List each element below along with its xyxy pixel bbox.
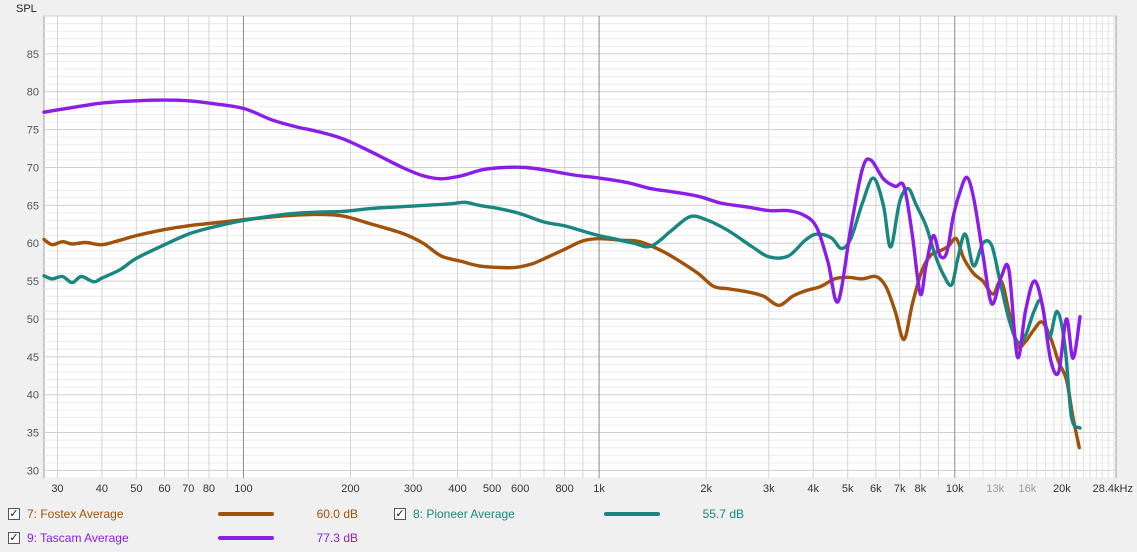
legend-average-value: 55.7 dB [702, 507, 744, 521]
x-tick-label: 500 [483, 483, 501, 495]
y-tick-label: 40 [27, 390, 39, 402]
series-line-2 [42, 176, 1082, 430]
x-tick-label: 2k [700, 483, 712, 495]
x-tick-label: 800 [555, 483, 573, 495]
x-tick-label: 40 [96, 483, 108, 495]
legend-checkbox[interactable]: ✓ [8, 507, 20, 520]
legend-series-name: 8: Pioneer Average [413, 507, 515, 521]
x-tick-label: 4k [807, 483, 819, 495]
x-tick-label: 80 [203, 483, 215, 495]
legend-line-swatch [218, 512, 274, 516]
legend-series-name: 9: Tascam Average [27, 531, 129, 545]
x-tick-label: 7k [894, 483, 906, 495]
y-axis-label: SPL [16, 3, 37, 15]
legend-line-swatch [218, 536, 274, 540]
x-tick-label: 20k [1053, 483, 1071, 495]
legend-checkbox[interactable]: ✓ [394, 507, 406, 520]
legend-series-name: 7: Fostex Average [27, 507, 124, 521]
y-tick-label: 70 [27, 162, 39, 174]
legend-entry: ✓ 9: Tascam Average 77.3 dB [8, 529, 388, 547]
x-tick-label: 50 [130, 483, 142, 495]
y-tick-label: 30 [27, 465, 39, 477]
y-tick-label: 60 [27, 238, 39, 250]
legend-average-value: 60.0 dB [316, 507, 358, 521]
series-lines [42, 98, 1082, 450]
legend-entry: ✓ 8: Pioneer Average 55.7 dB [394, 505, 774, 523]
y-tick-label: 45 [27, 352, 39, 364]
legend-checkbox[interactable]: ✓ [8, 531, 20, 544]
x-tick-label: 600 [511, 483, 529, 495]
x-tick-label: 200 [341, 483, 359, 495]
x-tick-labels: 30 40 50 60 70 80 100 200 300 400 500 600 800 1k 2k 3k 4… [51, 483, 1133, 495]
x-tick-label: 1k [593, 483, 605, 495]
y-tick-label: 35 [27, 428, 39, 440]
x-tick-label: 70 [182, 483, 194, 495]
x-tick-label: 8k [914, 483, 926, 495]
grid-lines [44, 15, 1116, 479]
x-tick-label: 30 [51, 483, 63, 495]
x-tick-label: 3k [763, 483, 775, 495]
legend-entry: ✓ 7: Fostex Average 60.0 dB [8, 505, 388, 523]
x-tick-label: 100 [234, 483, 252, 495]
y-tick-labels: 30 35 40 45 50 55 60 65 70 75 80 85 [27, 49, 39, 478]
y-tick-label: 80 [27, 87, 39, 99]
y-tick-label: 85 [27, 49, 39, 61]
legend-line-swatch [604, 512, 660, 516]
y-tick-label: 75 [27, 125, 39, 137]
y-tick-label: 55 [27, 276, 39, 288]
x-tick-label: 300 [404, 483, 422, 495]
x-tick-label: 60 [158, 483, 170, 495]
y-tick-label: 50 [27, 314, 39, 326]
x-tick-label: 13k [986, 483, 1004, 495]
x-tick-label: 10k [946, 483, 964, 495]
series-line-3 [42, 98, 1082, 377]
x-tick-label: 6k [870, 483, 882, 495]
y-tick-label: 65 [27, 200, 39, 212]
legend-average-value: 77.3 dB [316, 531, 358, 545]
x-tick-label: 16k [1018, 483, 1036, 495]
x-tick-label: 5k [842, 483, 854, 495]
x-tick-label: 28.4kHz [1093, 483, 1133, 495]
x-tick-label: 400 [448, 483, 466, 495]
